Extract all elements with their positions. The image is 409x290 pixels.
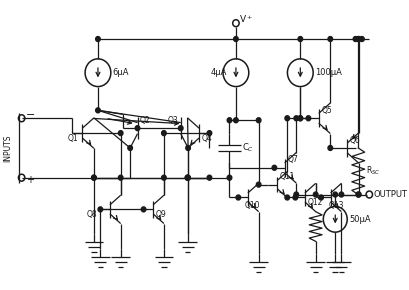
Text: Q10: Q10	[245, 201, 260, 210]
Text: 6µA: 6µA	[112, 68, 129, 77]
Circle shape	[95, 37, 100, 41]
Text: 4µA: 4µA	[210, 68, 226, 77]
Text: −: −	[26, 110, 36, 120]
Text: Q13: Q13	[328, 201, 344, 210]
Circle shape	[128, 146, 132, 151]
Circle shape	[355, 37, 360, 41]
Circle shape	[91, 175, 96, 180]
Circle shape	[327, 146, 332, 151]
Text: Q7: Q7	[287, 155, 297, 164]
Circle shape	[352, 37, 357, 41]
Circle shape	[118, 130, 123, 136]
Circle shape	[356, 192, 360, 197]
Circle shape	[312, 192, 317, 197]
Circle shape	[95, 108, 100, 113]
Text: Q11: Q11	[279, 172, 295, 181]
Text: C$_C$: C$_C$	[242, 142, 254, 154]
Text: Q5: Q5	[321, 106, 331, 115]
Circle shape	[356, 37, 360, 41]
Circle shape	[284, 116, 289, 121]
Circle shape	[233, 37, 238, 41]
Text: 50µA: 50µA	[348, 215, 370, 224]
Circle shape	[292, 195, 297, 200]
Circle shape	[141, 207, 146, 212]
Circle shape	[185, 146, 190, 151]
Text: Q8: Q8	[87, 210, 97, 219]
Circle shape	[178, 126, 182, 130]
Circle shape	[161, 130, 166, 136]
Circle shape	[272, 165, 276, 170]
Text: Q6: Q6	[349, 135, 360, 144]
Circle shape	[338, 192, 343, 197]
Circle shape	[318, 195, 323, 200]
Text: Q9: Q9	[155, 210, 166, 219]
Circle shape	[297, 116, 302, 121]
Text: Q2: Q2	[139, 116, 150, 125]
Text: Q3: Q3	[167, 116, 178, 125]
Circle shape	[207, 175, 211, 180]
Text: R$_{SC}$: R$_{SC}$	[365, 164, 379, 177]
Circle shape	[297, 116, 302, 121]
Circle shape	[185, 175, 189, 180]
Text: V$^+$: V$^+$	[238, 13, 252, 25]
Text: Q4: Q4	[201, 134, 212, 143]
Circle shape	[91, 175, 96, 180]
Circle shape	[161, 175, 166, 180]
Circle shape	[227, 118, 231, 123]
Circle shape	[355, 192, 360, 197]
Circle shape	[236, 195, 240, 200]
Circle shape	[256, 182, 260, 187]
Circle shape	[256, 118, 260, 123]
Circle shape	[297, 37, 302, 41]
Circle shape	[306, 116, 310, 121]
Circle shape	[284, 195, 289, 200]
Circle shape	[332, 192, 337, 197]
Circle shape	[293, 116, 298, 121]
Text: Q12: Q12	[307, 198, 322, 207]
Circle shape	[327, 37, 332, 41]
Circle shape	[233, 118, 238, 123]
Circle shape	[185, 175, 190, 180]
Text: +: +	[26, 175, 34, 185]
Circle shape	[185, 175, 189, 180]
Text: INPUTS: INPUTS	[3, 134, 12, 162]
Circle shape	[359, 37, 363, 41]
Circle shape	[293, 192, 298, 197]
Circle shape	[227, 175, 231, 180]
Circle shape	[118, 175, 123, 180]
Text: 100µA: 100µA	[314, 68, 341, 77]
Circle shape	[135, 126, 139, 130]
Text: OUTPUT: OUTPUT	[373, 190, 407, 199]
Circle shape	[207, 130, 211, 136]
Text: Q1: Q1	[67, 134, 78, 143]
Circle shape	[98, 207, 102, 212]
